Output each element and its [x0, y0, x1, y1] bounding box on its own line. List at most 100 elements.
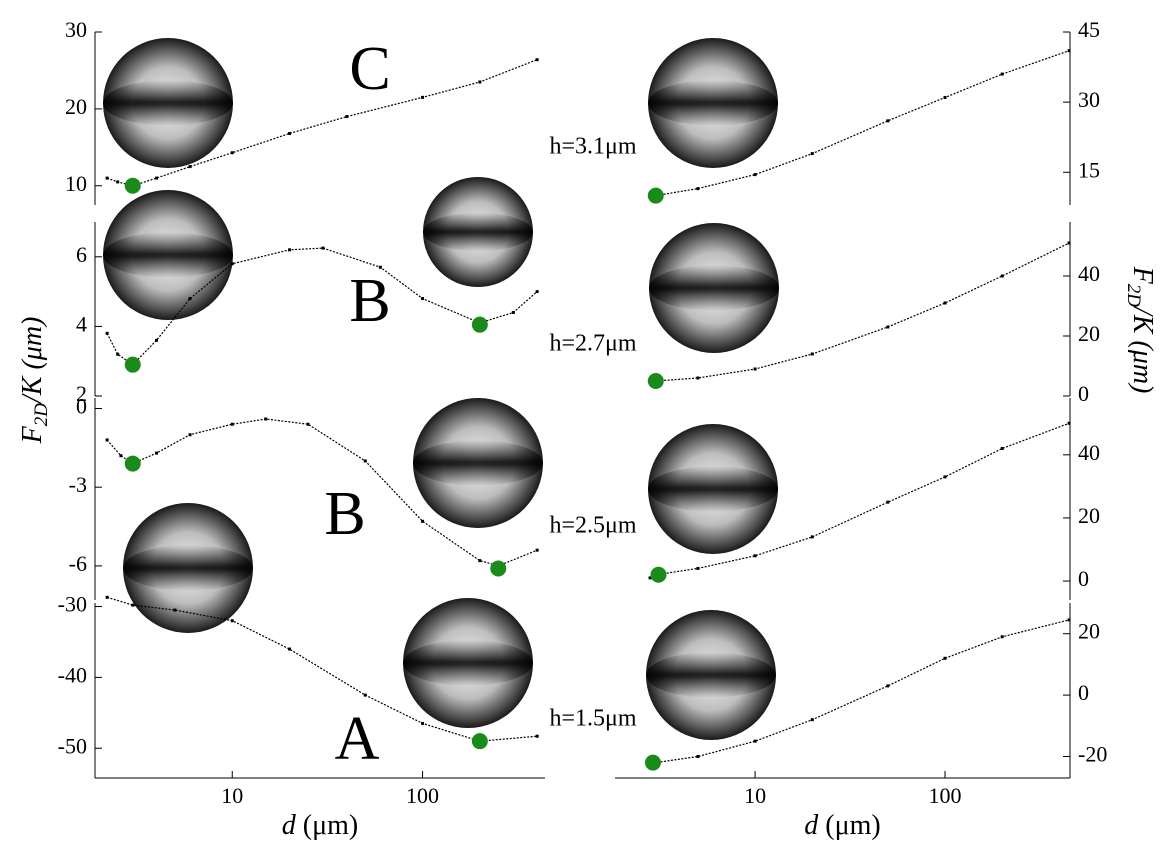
- curve-point: [943, 475, 947, 479]
- y-axis-label: F2D/K (μm): [1123, 266, 1158, 394]
- curve-point: [173, 608, 177, 612]
- texture-band: [403, 640, 533, 686]
- minimum-point: [471, 733, 488, 750]
- curve-point: [696, 566, 700, 570]
- curve-point: [1000, 447, 1004, 450]
- y-tick-label: 20: [1078, 619, 1100, 644]
- curve-point: [648, 576, 652, 580]
- curve-point: [810, 152, 814, 156]
- curve-point: [696, 755, 700, 759]
- curve-point: [943, 301, 947, 305]
- curve-point: [886, 684, 890, 688]
- curve-point: [696, 187, 700, 191]
- curve-point: [1000, 635, 1004, 639]
- curve-point: [886, 500, 890, 504]
- minimum-point: [647, 373, 664, 389]
- x-tick-label: 10: [744, 783, 766, 808]
- y-tick-label: 40: [1078, 440, 1100, 465]
- y-tick-label: 20: [1078, 321, 1100, 346]
- texture-band: [648, 80, 778, 126]
- curve-point: [943, 656, 947, 660]
- minimum-point: [647, 187, 664, 204]
- curve-point: [696, 376, 700, 380]
- curve-point: [119, 454, 123, 458]
- y-tick-label: -6: [69, 551, 87, 576]
- y-tick-label: -30: [58, 592, 87, 617]
- y-tick-label: -50: [58, 733, 87, 758]
- curve-point: [116, 352, 120, 356]
- curve-point: [886, 119, 890, 123]
- x-axis-label: d (μm): [804, 810, 880, 841]
- y-tick-label: 0: [1078, 381, 1089, 406]
- curve-point: [363, 459, 367, 463]
- y-label-main: F: [17, 425, 48, 444]
- y-tick-label: 10: [65, 171, 87, 196]
- curve-point: [105, 595, 109, 599]
- curve-point: [1000, 72, 1004, 76]
- curve-point: [230, 619, 234, 623]
- y-tick-label: 6: [76, 242, 87, 267]
- y-tick-label: 20: [65, 94, 87, 119]
- y-tick-label: 2: [76, 381, 87, 406]
- curve-point: [105, 331, 109, 335]
- curve-point: [753, 554, 757, 558]
- curve-point: [188, 297, 192, 301]
- x-tick-label: 10: [221, 783, 243, 808]
- y-tick-label: 0: [1078, 566, 1089, 591]
- curve-point: [131, 603, 135, 607]
- texture-band: [103, 232, 233, 278]
- curve-point: [288, 647, 292, 651]
- y-label-rest: /K (μm): [17, 317, 48, 405]
- curve-point: [886, 325, 890, 329]
- y-label-sub: 2D: [31, 403, 52, 427]
- curve-point: [378, 265, 382, 269]
- minimum-point: [124, 177, 141, 194]
- curve-point: [810, 535, 814, 539]
- curve-point: [264, 417, 268, 421]
- curve-point: [421, 721, 425, 725]
- curve-point: [810, 352, 814, 356]
- y-tick-label: 20: [1078, 503, 1100, 528]
- y-label-rest: /K (μm): [1127, 305, 1158, 393]
- curve-point: [105, 176, 109, 180]
- texture-band: [649, 265, 779, 311]
- x-axis-label: d (μm): [282, 810, 358, 841]
- y-tick-label: 15: [1078, 157, 1100, 182]
- curve-point: [230, 262, 234, 266]
- y-tick-label: -3: [69, 472, 87, 497]
- curve-point: [478, 80, 482, 84]
- x-label-rest: (μm): [296, 810, 358, 841]
- minimum-point: [644, 754, 661, 771]
- curve-point: [810, 718, 814, 722]
- curve-point: [288, 248, 292, 252]
- y-tick-label: 0: [76, 394, 87, 419]
- panel-letter: A: [335, 705, 380, 773]
- panel-letter: B: [324, 480, 365, 548]
- curve-point: [321, 246, 325, 250]
- y-axis-label: F2D/K (μm): [17, 317, 52, 445]
- thickness-label: h=1.5μm: [549, 706, 636, 732]
- curve-point: [421, 95, 425, 99]
- curve-point: [155, 176, 159, 180]
- minimum-point: [124, 455, 141, 472]
- curve-point: [753, 173, 757, 177]
- x-label-main: d: [282, 810, 297, 841]
- panel-letter: C: [349, 35, 390, 103]
- texture-band: [423, 212, 533, 252]
- curve-point: [753, 367, 757, 371]
- x-tick-label: 100: [929, 783, 962, 808]
- texture-band: [646, 652, 776, 698]
- x-tick-label: 100: [406, 783, 439, 808]
- curve-point: [511, 310, 515, 314]
- curve-point: [345, 115, 349, 119]
- texture-band: [648, 466, 778, 512]
- curve-point: [535, 290, 539, 294]
- curve-point: [188, 433, 192, 437]
- curve-point: [363, 693, 367, 697]
- thickness-label: h=2.5μm: [549, 513, 636, 539]
- minimum-point: [471, 316, 488, 333]
- y-tick-label: 40: [1078, 261, 1100, 286]
- y-tick-label: 45: [1078, 17, 1100, 42]
- curve-point: [943, 95, 947, 99]
